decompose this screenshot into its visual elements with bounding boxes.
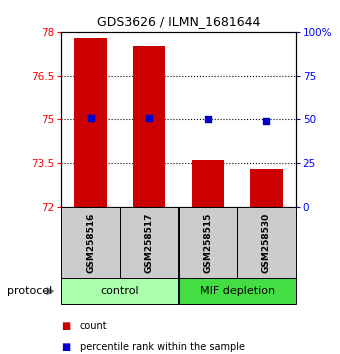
Bar [237, 207, 296, 278]
Point [264, 118, 269, 124]
Text: ■: ■ [61, 321, 70, 331]
Text: control: control [101, 286, 139, 296]
Text: MIF depletion: MIF depletion [200, 286, 275, 296]
Text: count: count [80, 321, 107, 331]
Bar [178, 207, 237, 278]
Bar [133, 46, 165, 207]
Bar [74, 38, 107, 207]
Text: GSM258517: GSM258517 [145, 212, 154, 273]
Title: GDS3626 / ILMN_1681644: GDS3626 / ILMN_1681644 [97, 15, 260, 28]
Bar [192, 160, 224, 207]
Point [88, 115, 93, 121]
Bar [61, 278, 178, 304]
Bar [120, 207, 178, 278]
Text: percentile rank within the sample: percentile rank within the sample [80, 342, 245, 352]
Text: ■: ■ [61, 342, 70, 352]
Bar [61, 207, 120, 278]
Text: protocol: protocol [7, 286, 52, 296]
Text: GSM258516: GSM258516 [86, 212, 95, 273]
Point [205, 117, 210, 122]
Point [147, 115, 152, 121]
Bar [250, 169, 283, 207]
Bar [178, 278, 296, 304]
Text: GSM258515: GSM258515 [203, 212, 212, 273]
Text: GSM258530: GSM258530 [262, 212, 271, 273]
